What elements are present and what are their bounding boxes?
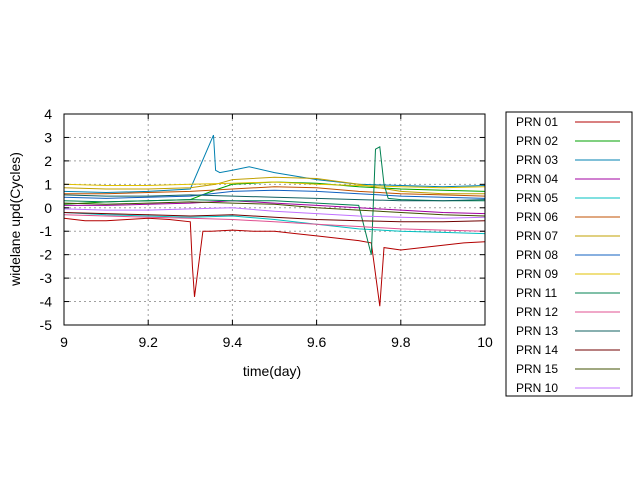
legend-label: PRN 10 — [516, 381, 558, 395]
y-tick-label: -3 — [40, 270, 53, 286]
series-line-prn-14 — [63, 212, 486, 223]
series-line-prn-04 — [64, 200, 486, 215]
legend-box — [505, 111, 633, 397]
legend: PRN 01 PRN 02 PRN 03 PRN 04 PRN 05 PRN 06 PRN … — [516, 115, 620, 395]
legend-label: PRN 04 — [516, 172, 558, 186]
y-tick-label: -5 — [40, 317, 53, 333]
series-line-prn-01 — [63, 217, 486, 307]
x-axis-label: time(day) — [243, 363, 301, 379]
x-tick-label: 9.4 — [223, 334, 243, 350]
x-tick-label: 10 — [477, 334, 493, 350]
legend-label: PRN 05 — [516, 191, 558, 205]
series-line-prn-09 — [63, 181, 486, 189]
y-tick-label: -2 — [40, 247, 53, 263]
series-line-prn-05 — [63, 212, 486, 235]
legend-label: PRN 12 — [516, 305, 558, 319]
series-line-prn-06 — [64, 186, 486, 197]
series-line-prn-08 — [63, 189, 486, 199]
legend-label: PRN 11 — [516, 286, 557, 300]
y-axis-label: widelane upd(Cycles) — [7, 152, 23, 287]
series-line-prn-11 — [63, 145, 485, 255]
series-line-prn-13 — [63, 194, 486, 202]
series-line-prn-07 — [63, 176, 485, 195]
legend-label: PRN 06 — [516, 210, 558, 224]
plot-frame — [63, 113, 486, 326]
series-line-prn-15 — [63, 201, 486, 217]
legend-label: PRN 14 — [516, 343, 558, 357]
plot-series — [63, 134, 486, 307]
x-tick-label: 9 — [60, 334, 68, 350]
x-tick-label: 9.6 — [307, 334, 327, 350]
y-tick-label: 4 — [44, 106, 52, 122]
legend-label: PRN 15 — [516, 362, 558, 376]
series-line-prn-12 — [63, 214, 486, 232]
y-tick-label: 2 — [44, 153, 52, 169]
legend-label: PRN 02 — [516, 134, 558, 148]
y-tick-label: -4 — [40, 294, 53, 310]
y-tick-label: 1 — [44, 176, 52, 192]
legend-label: PRN 08 — [516, 248, 558, 262]
y-tick-label: -1 — [40, 223, 53, 239]
legend-label: PRN 03 — [516, 153, 558, 167]
legend-label: PRN 09 — [516, 267, 558, 281]
series-line-prn-10 — [63, 207, 486, 219]
legend-label: PRN 13 — [516, 324, 558, 338]
y-tick-label: 0 — [44, 200, 52, 216]
series-line-prn-03 — [63, 134, 486, 194]
y-tick-label: 3 — [44, 129, 52, 145]
legend-label: PRN 07 — [516, 229, 558, 243]
x-tick-label: 9.8 — [391, 334, 411, 350]
x-tick-label: 9.2 — [138, 334, 158, 350]
legend-label: PRN 01 — [516, 115, 558, 129]
